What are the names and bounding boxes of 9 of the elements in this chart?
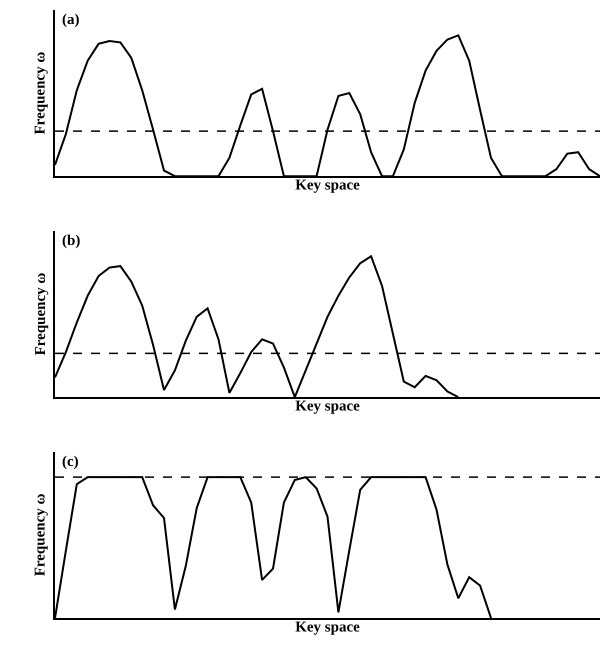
chart-title: (c) <box>62 454 79 470</box>
x-axis-title: Key space <box>295 398 360 415</box>
chart-title: (b) <box>62 233 80 249</box>
y-axis-title: Frequency ω <box>32 493 49 576</box>
y-axis-title: Frequency ω <box>32 272 49 356</box>
x-axis-title: Key space <box>295 620 360 636</box>
x-axis-title: Key space <box>295 178 360 194</box>
chart-title: (a) <box>62 12 80 28</box>
y-axis-title: Frequency ω <box>32 52 49 134</box>
